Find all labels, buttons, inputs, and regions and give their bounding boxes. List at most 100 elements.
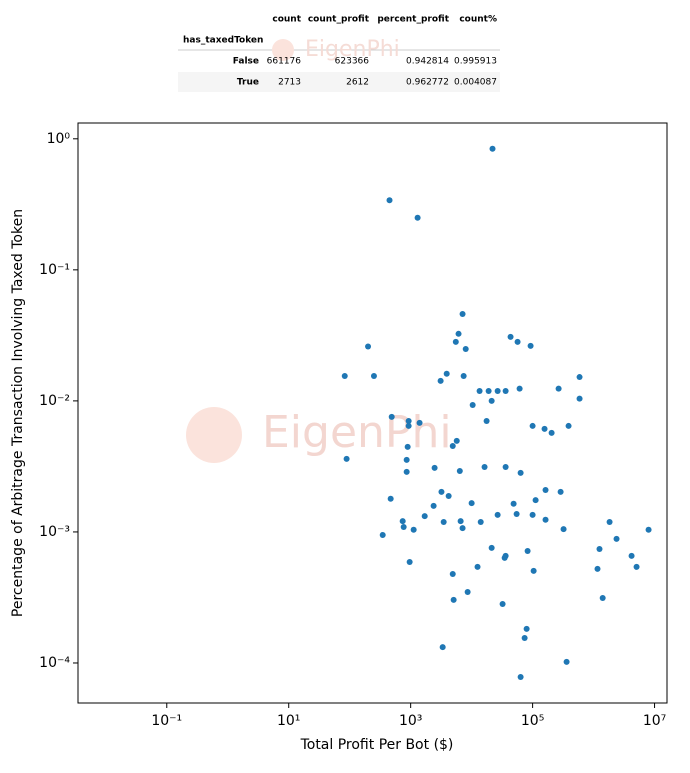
point bbox=[488, 544, 495, 551]
point bbox=[410, 526, 417, 533]
point bbox=[645, 526, 652, 533]
point bbox=[379, 531, 386, 538]
point bbox=[405, 417, 412, 424]
point bbox=[517, 469, 524, 476]
point bbox=[599, 595, 606, 602]
point bbox=[477, 519, 484, 526]
point bbox=[370, 372, 377, 379]
point bbox=[455, 330, 462, 337]
point bbox=[421, 513, 428, 520]
cell: 0.004087 bbox=[454, 78, 497, 88]
row-band bbox=[178, 72, 500, 92]
point bbox=[406, 558, 413, 565]
point bbox=[443, 370, 450, 377]
point bbox=[501, 554, 508, 561]
point bbox=[516, 385, 523, 392]
point bbox=[521, 635, 528, 642]
watermark-logo bbox=[272, 39, 294, 61]
cell: 623366 bbox=[335, 57, 370, 67]
row-label: True bbox=[237, 78, 259, 88]
point bbox=[469, 402, 476, 409]
point bbox=[403, 456, 410, 463]
point bbox=[445, 493, 452, 500]
point bbox=[529, 422, 536, 429]
cell: 0.942814 bbox=[406, 57, 449, 67]
point bbox=[499, 600, 506, 607]
x-axis-label: Total Profit Per Bot ($) bbox=[300, 737, 454, 753]
point bbox=[452, 338, 459, 345]
point bbox=[460, 372, 467, 379]
point bbox=[449, 442, 456, 449]
point bbox=[489, 145, 496, 152]
point bbox=[457, 518, 464, 525]
watermark: EigenPhi bbox=[262, 407, 452, 458]
point bbox=[449, 570, 456, 577]
point bbox=[628, 552, 635, 559]
point bbox=[437, 377, 444, 384]
cell: 661176 bbox=[267, 57, 302, 67]
row-label: False bbox=[233, 57, 259, 67]
point bbox=[557, 488, 564, 495]
point bbox=[563, 658, 570, 665]
point bbox=[529, 511, 536, 518]
point bbox=[594, 565, 601, 572]
point bbox=[542, 486, 549, 493]
point bbox=[453, 437, 460, 444]
point bbox=[464, 589, 471, 596]
point bbox=[476, 387, 483, 394]
point bbox=[388, 413, 395, 420]
point bbox=[414, 214, 421, 221]
y-tick-label: 10⁰ bbox=[47, 131, 71, 147]
point bbox=[462, 345, 469, 352]
point bbox=[513, 511, 520, 518]
point bbox=[450, 596, 457, 603]
cell: 2612 bbox=[346, 78, 369, 88]
point bbox=[403, 468, 410, 475]
y-tick-label: 10⁻⁴ bbox=[39, 655, 70, 671]
point bbox=[613, 535, 620, 542]
y-tick-label: 10⁻³ bbox=[39, 524, 70, 540]
point bbox=[527, 342, 534, 349]
y-tick-label: 10⁻² bbox=[39, 393, 70, 409]
point bbox=[400, 524, 407, 531]
watermark-logo bbox=[186, 407, 242, 463]
point bbox=[576, 374, 583, 381]
point bbox=[440, 519, 447, 526]
point bbox=[488, 397, 495, 404]
point bbox=[386, 197, 393, 204]
x-tick-label: 10¹ bbox=[277, 713, 300, 729]
point bbox=[483, 417, 490, 424]
point bbox=[494, 511, 501, 518]
column-header: percent_profit bbox=[377, 15, 449, 25]
cell: 0.995913 bbox=[454, 57, 497, 67]
x-tick-label: 10⁻¹ bbox=[151, 713, 182, 729]
point bbox=[341, 372, 348, 379]
cell: 0.962772 bbox=[406, 78, 449, 88]
point bbox=[502, 387, 509, 394]
point bbox=[485, 387, 492, 394]
point bbox=[365, 343, 372, 350]
point bbox=[530, 567, 537, 574]
point bbox=[514, 338, 521, 345]
index-name: has_taxedToken bbox=[183, 36, 263, 46]
x-tick-label: 10⁵ bbox=[521, 713, 544, 729]
point bbox=[481, 463, 488, 470]
point bbox=[548, 429, 555, 436]
point bbox=[439, 644, 446, 651]
point bbox=[542, 516, 549, 523]
point bbox=[502, 463, 509, 470]
cell: 2713 bbox=[278, 78, 301, 88]
point bbox=[416, 419, 423, 426]
point bbox=[523, 625, 530, 632]
point bbox=[555, 385, 562, 392]
point bbox=[438, 488, 445, 495]
point bbox=[468, 500, 475, 507]
point bbox=[399, 518, 406, 525]
column-header: count_profit bbox=[308, 15, 370, 25]
point bbox=[633, 563, 640, 570]
column-header: count bbox=[272, 15, 301, 25]
point bbox=[517, 673, 524, 680]
point bbox=[405, 422, 412, 429]
